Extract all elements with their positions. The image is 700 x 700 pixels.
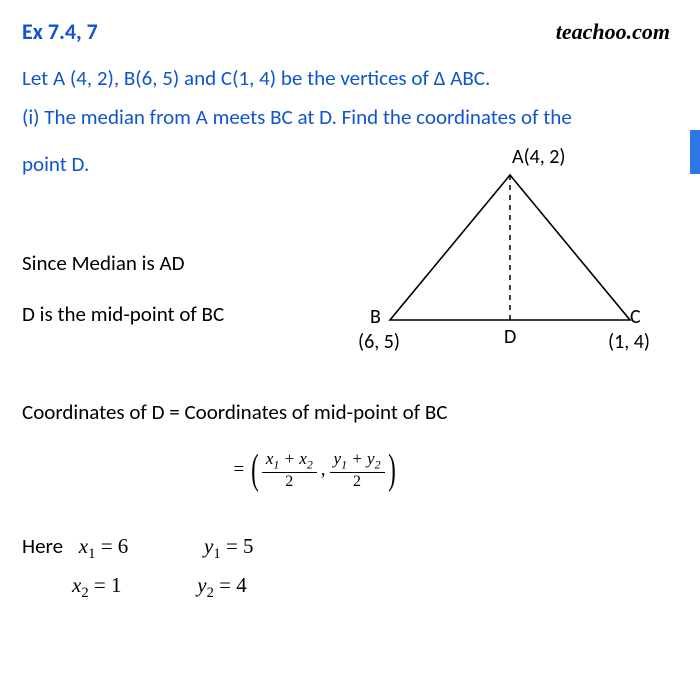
midpoint-formula: = ( x1 + x2 2 , y1 + y2 2 )	[0, 449, 670, 491]
x1-value: x1 = 6	[79, 534, 199, 563]
midpoint-line: D is the mid-point of BC	[22, 295, 224, 335]
denominator-x: 2	[262, 473, 317, 491]
side-accent-bar	[690, 130, 700, 174]
vertex-b-coord: (6, 5)	[358, 330, 400, 354]
brand-logo: teachoo.com	[556, 19, 670, 45]
here-values: Here x1 = 6 y1 = 5 x2 = 1 y2 = 4	[22, 533, 670, 602]
question-line1: Let A (4, 2), B(6, 5) and C(1, 4) be the…	[22, 65, 490, 91]
header-row: Ex 7.4, 7 teachoo.com	[22, 18, 670, 45]
numerator-y: y1 + y2	[330, 449, 385, 473]
triangle-diagram: A(4, 2) B (6, 5) D C (1, 4)	[360, 145, 660, 375]
point-d-label: D	[504, 325, 516, 349]
x2-value: x2 = 1	[72, 573, 192, 602]
fraction-x: x1 + x2 2	[262, 449, 317, 491]
question-text: Let A (4, 2), B(6, 5) and C(1, 4) be the…	[22, 59, 670, 137]
here-label: Here	[22, 533, 63, 559]
question-line3: point D.	[22, 151, 89, 177]
page-content: Ex 7.4, 7 teachoo.com Let A (4, 2), B(6,…	[0, 0, 700, 620]
y1-value: y1 = 5	[204, 534, 254, 563]
question-line2: (i) The median from A meets BC at D. Fin…	[22, 104, 572, 130]
coordinates-statement: Coordinates of D = Coordinates of mid-po…	[22, 393, 670, 433]
fraction-y: y1 + y2 2	[330, 449, 385, 491]
numerator-x: x1 + x2	[262, 449, 317, 473]
vertex-a-label: A(4, 2)	[512, 145, 566, 169]
here-line2: x2 = 1 y2 = 4	[72, 573, 670, 602]
formula-comma: ,	[317, 459, 330, 480]
question-and-diagram-row: point D. Since Median is AD D is the mid…	[22, 145, 670, 375]
vertex-c-letter: C	[630, 305, 641, 329]
left-column: point D. Since Median is AD D is the mid…	[22, 145, 224, 336]
since-line: Since Median is AD	[22, 244, 224, 284]
solution-intro: Since Median is AD D is the mid-point of…	[22, 184, 224, 336]
vertex-c-coord: (1, 4)	[608, 330, 650, 354]
y2-value: y2 = 4	[197, 573, 247, 602]
exercise-title: Ex 7.4, 7	[22, 18, 98, 45]
vertex-b-letter: B	[370, 305, 381, 329]
equals-sign: =	[233, 459, 244, 480]
denominator-y: 2	[330, 473, 385, 491]
